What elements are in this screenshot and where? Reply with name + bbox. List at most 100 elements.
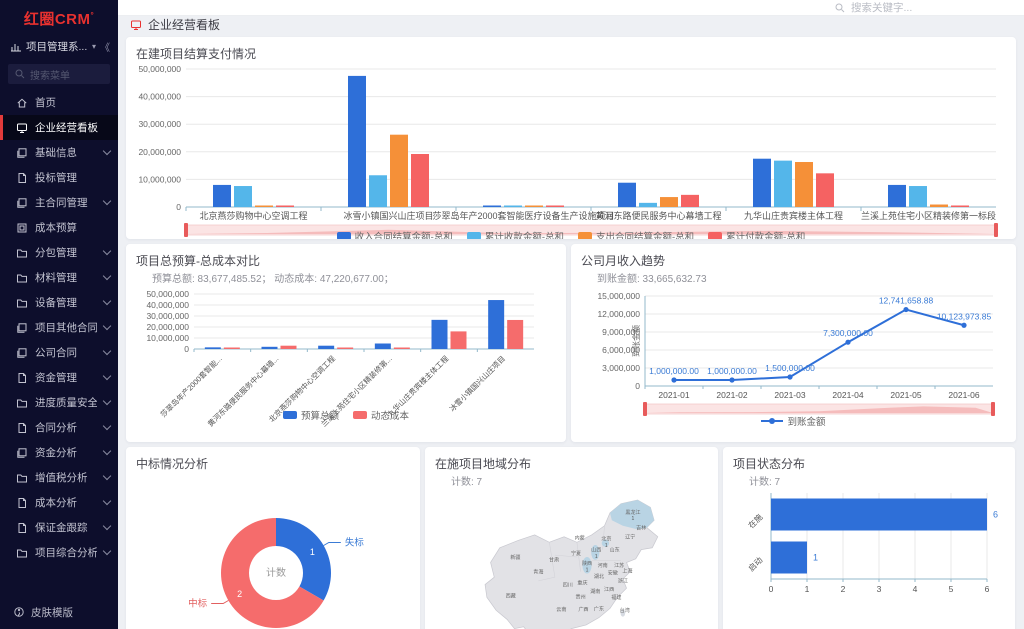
svg-text:西藏: 西藏 <box>506 592 516 599</box>
svg-text:40,000,000: 40,000,000 <box>146 300 189 310</box>
svg-text:内蒙: 内蒙 <box>575 535 585 542</box>
svg-text:1,000,000.00: 1,000,000.00 <box>707 366 757 376</box>
sidebar-item-12[interactable]: 进度质量安全 <box>0 390 118 415</box>
doc-icon <box>16 522 28 534</box>
sidebar-item-18[interactable]: 项目综合分析 <box>0 540 118 565</box>
card-project-status-chart: 项目状态分布 计数: 7 0 1 2 3 4 5 6 6 在施 1 启动 <box>723 447 1015 629</box>
global-search-input[interactable]: 搜索关键字... <box>834 0 954 15</box>
svg-text:2021-04: 2021-04 <box>832 390 863 400</box>
collapse-sidebar-icon[interactable]: 《 <box>100 43 110 54</box>
legend-item[interactable]: 累计收款金额-总和 <box>466 229 564 239</box>
sidebar-item-3[interactable]: 投标管理 <box>0 165 118 190</box>
tab-enterprise-dashboard[interactable]: 企业经营看板 <box>148 18 221 32</box>
legend-swatch <box>353 411 367 419</box>
svg-text:黑龙江: 黑龙江 <box>625 509 640 516</box>
sidebar-item-label: 主合同管理 <box>35 197 88 209</box>
svg-text:河南: 河南 <box>598 562 608 569</box>
svg-text:1,500,000.00: 1,500,000.00 <box>765 363 815 373</box>
svg-text:山东: 山东 <box>610 546 620 553</box>
sidebar-item-label: 合同分析 <box>35 422 77 434</box>
sidebar-item-8[interactable]: 设备管理 <box>0 290 118 315</box>
chevron-down-icon <box>102 346 112 356</box>
home-icon <box>16 97 28 109</box>
svg-text:12,000,000: 12,000,000 <box>597 309 640 319</box>
chart-subtitle: 计数: 7 <box>451 477 483 488</box>
chevron-down-icon <box>102 396 112 406</box>
chevron-down-icon <box>102 296 112 306</box>
legend-swatch <box>578 232 592 239</box>
svg-text:30,000,000: 30,000,000 <box>146 311 189 321</box>
search-icon <box>834 2 846 14</box>
svg-text:宁夏: 宁夏 <box>571 550 581 557</box>
legend-label: 到账金额 <box>787 417 826 428</box>
budget-cost-bar-chart[interactable]: 010,000,00020,000,00030,000,00040,000,00… <box>136 286 554 428</box>
monthly-income-line-chart[interactable]: 0 3,000,000 6,000,000 9,000,000 12,000,000 15… <box>581 286 1004 416</box>
sidebar-item-15[interactable]: 增值税分析 <box>0 465 118 490</box>
sidebar-search-input[interactable]: 搜索菜单 <box>8 64 110 84</box>
sidebar-item-17[interactable]: 保证金跟踪 <box>0 515 118 540</box>
folder-icon <box>16 247 28 259</box>
sidebar-item-13[interactable]: 合同分析 <box>0 415 118 440</box>
layers-icon <box>16 147 28 159</box>
project-status-hbar-chart[interactable]: 0 1 2 3 4 5 6 6 在施 1 启动 <box>733 489 1003 621</box>
svg-text:20,000,000: 20,000,000 <box>138 147 181 157</box>
top-header: 搜索关键字... <box>118 0 1024 16</box>
sidebar-item-2[interactable]: 基础信息 <box>0 140 118 165</box>
legend-item[interactable]: 动态成本 <box>353 408 409 422</box>
svg-text:广东: 广东 <box>594 605 604 612</box>
sidebar-item-label: 设备管理 <box>35 297 77 309</box>
sidebar-item-7[interactable]: 材料管理 <box>0 265 118 290</box>
sidebar-item-14[interactable]: 资金分析 <box>0 440 118 465</box>
legend-label: 累计收款金额-总和 <box>484 232 564 239</box>
legend-item[interactable]: 收入合同结算金额-总和 <box>336 229 453 239</box>
sidebar-item-10[interactable]: 公司合同 <box>0 340 118 365</box>
svg-text:浙江: 浙江 <box>618 578 628 585</box>
sidebar-item-16[interactable]: 成本分析 <box>0 490 118 515</box>
svg-text:青海: 青海 <box>533 569 543 576</box>
svg-text:2021-01: 2021-01 <box>658 390 689 400</box>
svg-text:3,000,000: 3,000,000 <box>602 363 640 373</box>
sidebar-item-label: 成本分析 <box>35 497 77 509</box>
search-icon <box>14 68 26 80</box>
layers-icon <box>16 447 28 459</box>
svg-text:6: 6 <box>985 584 990 594</box>
sidebar-item-label: 进度质量安全 <box>35 397 97 409</box>
layers-icon <box>16 322 28 334</box>
chevron-down-icon <box>102 446 112 456</box>
legend-item[interactable]: 支出合同结算金额-总和 <box>578 229 694 239</box>
chart-subtitle: 预算总额: 83,677,485.52； 动态成本: 47,220,677.00… <box>152 274 394 285</box>
layers-icon <box>16 197 28 209</box>
svg-text:12,741,658.88: 12,741,658.88 <box>879 296 934 306</box>
chevron-down-icon <box>102 321 112 331</box>
sidebar-item-label: 首页 <box>35 97 56 109</box>
chart-title: 公司月收入趋势 <box>581 254 666 268</box>
bid-result-donut-chart[interactable]: 1 失标 2 中标 计数 <box>136 473 408 629</box>
svg-text:冰雪小镇国兴山庄项目: 冰雪小镇国兴山庄项目 <box>343 210 433 221</box>
chevron-down-icon <box>102 471 112 481</box>
layers-icon <box>16 347 28 359</box>
sidebar-item-0[interactable]: 首页 <box>0 90 118 115</box>
sidebar-item-9[interactable]: 项目其他合同 <box>0 315 118 340</box>
svg-text:到账金额: 到账金额 <box>631 325 641 357</box>
global-search-placeholder: 搜索关键字... <box>851 2 913 14</box>
sidebar-item-11[interactable]: 资金管理 <box>0 365 118 390</box>
chevron-down-icon <box>102 246 112 256</box>
sidebar-item-skin-template[interactable]: 皮肤模版 <box>0 595 118 629</box>
legend-item[interactable]: 预算总额 <box>282 408 339 422</box>
chevron-down-icon <box>102 421 112 431</box>
legend-item[interactable]: 到账金额 <box>761 414 826 428</box>
svg-text:中标: 中标 <box>188 598 208 610</box>
svg-text:6: 6 <box>993 510 998 520</box>
chevron-down-icon <box>102 196 112 206</box>
svg-text:计数: 计数 <box>266 566 286 579</box>
sidebar-item-6[interactable]: 分包管理 <box>0 240 118 265</box>
settlement-payment-bar-chart[interactable]: 0 10,000,000 20,000,000 30,000,000 40,000,00… <box>136 63 1004 237</box>
palette-icon <box>13 606 25 618</box>
sidebar-item-4[interactable]: 主合同管理 <box>0 190 118 215</box>
sidebar-item-1[interactable]: 企业经营看板 <box>0 115 118 140</box>
legend-item[interactable]: 累计付款金额-总和 <box>708 229 805 239</box>
workspace-switcher[interactable]: 项目管理系... ▾ 《 <box>0 33 118 60</box>
sidebar-item-5[interactable]: 成本预算 <box>0 215 118 240</box>
svg-text:1: 1 <box>805 584 810 594</box>
